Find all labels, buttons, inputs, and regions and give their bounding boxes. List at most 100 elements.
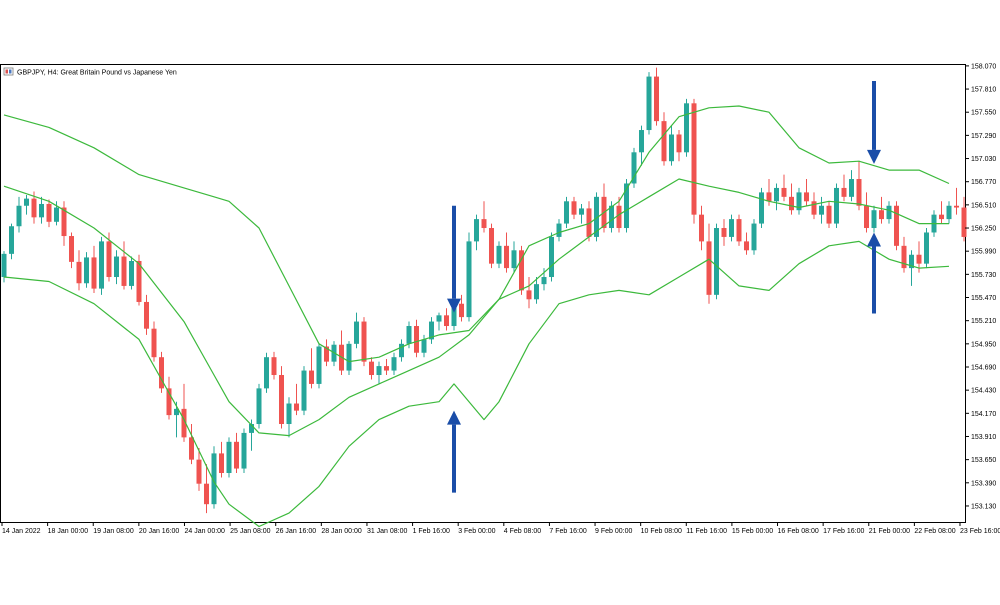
candle[interactable] xyxy=(256,383,262,429)
candle[interactable] xyxy=(309,348,314,389)
candle[interactable] xyxy=(549,232,554,282)
candle[interactable] xyxy=(496,241,502,269)
candle[interactable] xyxy=(631,147,637,188)
candle[interactable] xyxy=(151,321,157,362)
candle[interactable] xyxy=(916,241,922,273)
candle[interactable] xyxy=(189,424,194,465)
candle[interactable] xyxy=(219,441,224,478)
candle[interactable] xyxy=(826,201,832,229)
candle[interactable] xyxy=(241,428,247,474)
candle[interactable] xyxy=(436,312,442,331)
candle[interactable] xyxy=(121,241,127,290)
candle[interactable] xyxy=(226,437,232,478)
time-axis[interactable]: 14 Jan 2022 18 Jan 00:00 19 Jan 08:00 20 Ja… xyxy=(1,522,1000,535)
candle[interactable] xyxy=(639,125,644,166)
candle[interactable] xyxy=(369,357,374,380)
candle[interactable] xyxy=(76,250,82,291)
candle[interactable] xyxy=(264,352,269,393)
candle[interactable] xyxy=(481,201,487,233)
candle[interactable] xyxy=(286,397,292,438)
candle[interactable] xyxy=(894,201,899,251)
candle[interactable] xyxy=(751,219,757,255)
candle[interactable] xyxy=(69,232,74,269)
candle[interactable] xyxy=(691,98,697,224)
candle[interactable] xyxy=(384,358,389,376)
candle[interactable] xyxy=(886,201,892,224)
candle[interactable] xyxy=(511,241,517,273)
price-axis[interactable]: 158.070 157.810 157.550 157.290 157.030 156.7… xyxy=(965,63,996,510)
candle[interactable] xyxy=(646,72,652,135)
candle[interactable] xyxy=(294,383,299,416)
candle[interactable] xyxy=(391,352,397,376)
candle[interactable] xyxy=(946,201,952,224)
candle[interactable] xyxy=(474,214,479,251)
candle[interactable] xyxy=(924,228,929,269)
candle[interactable] xyxy=(789,183,794,215)
candle[interactable] xyxy=(196,448,202,491)
candle[interactable] xyxy=(99,236,104,295)
candle[interactable] xyxy=(361,317,367,367)
candle[interactable] xyxy=(504,232,509,273)
candle[interactable] xyxy=(714,223,719,300)
candle[interactable] xyxy=(249,419,254,451)
candle[interactable] xyxy=(796,187,802,215)
candle[interactable] xyxy=(804,179,809,206)
candle[interactable] xyxy=(279,366,284,429)
candle[interactable] xyxy=(901,236,907,273)
candle[interactable] xyxy=(114,250,119,285)
candle[interactable] xyxy=(316,343,322,389)
candle[interactable] xyxy=(856,161,862,211)
candle[interactable] xyxy=(466,232,472,322)
candle[interactable] xyxy=(84,252,89,288)
candle[interactable] xyxy=(534,277,539,304)
candle[interactable] xyxy=(736,214,742,246)
candle[interactable] xyxy=(376,361,382,384)
candle[interactable] xyxy=(939,201,944,224)
candle[interactable] xyxy=(159,351,164,393)
candle[interactable] xyxy=(414,319,419,358)
candle[interactable] xyxy=(684,98,689,157)
candle[interactable] xyxy=(301,366,307,416)
candle[interactable] xyxy=(181,383,187,442)
candle[interactable] xyxy=(564,196,569,229)
candle[interactable] xyxy=(864,192,869,233)
candle[interactable] xyxy=(204,464,209,514)
candle[interactable] xyxy=(39,196,44,224)
candle[interactable] xyxy=(519,245,524,295)
candle[interactable] xyxy=(166,376,172,420)
candle[interactable] xyxy=(444,308,449,331)
candle[interactable] xyxy=(571,196,577,220)
candle[interactable] xyxy=(144,294,149,335)
candle[interactable] xyxy=(9,223,14,260)
candle[interactable] xyxy=(954,187,959,215)
candle[interactable] xyxy=(421,334,427,358)
candle[interactable] xyxy=(211,446,217,509)
candle[interactable] xyxy=(699,205,704,251)
candle[interactable] xyxy=(729,214,734,242)
candle[interactable] xyxy=(271,351,277,380)
candle[interactable] xyxy=(676,130,682,162)
candle[interactable] xyxy=(234,432,239,474)
candle[interactable] xyxy=(706,223,712,304)
candle[interactable] xyxy=(24,195,29,215)
candle[interactable] xyxy=(819,196,824,224)
candle[interactable] xyxy=(849,170,854,202)
candle[interactable] xyxy=(586,201,592,242)
candle[interactable] xyxy=(811,192,817,220)
candle[interactable] xyxy=(744,232,749,255)
candle[interactable] xyxy=(721,219,727,246)
candle[interactable] xyxy=(594,192,599,242)
candle[interactable] xyxy=(489,223,494,269)
candle[interactable] xyxy=(429,317,434,344)
candle[interactable] xyxy=(61,201,67,246)
candle[interactable] xyxy=(781,174,787,202)
candle[interactable] xyxy=(774,183,779,211)
candle[interactable] xyxy=(526,277,532,309)
candle[interactable] xyxy=(909,250,914,286)
candle[interactable] xyxy=(834,183,839,229)
candle[interactable] xyxy=(459,294,464,322)
candle[interactable] xyxy=(46,199,52,228)
candle[interactable] xyxy=(841,174,847,202)
candle[interactable] xyxy=(879,196,884,224)
